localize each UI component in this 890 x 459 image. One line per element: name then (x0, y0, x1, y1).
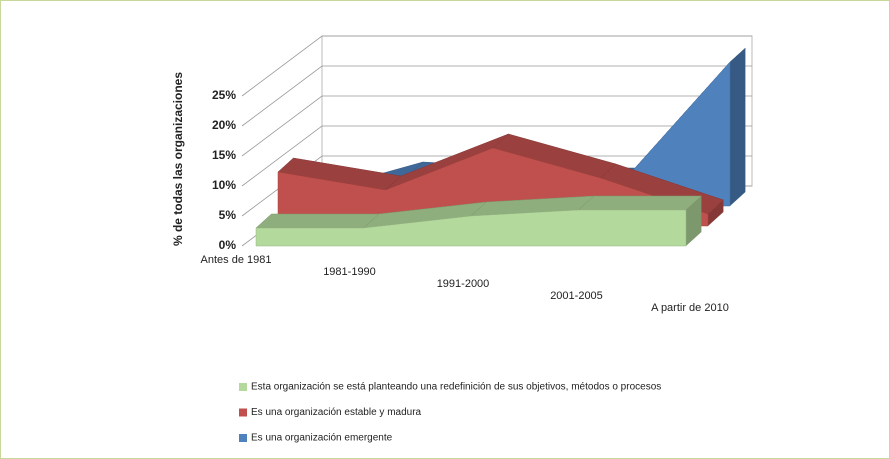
y-axis-label: % de todas las organizaciones (171, 72, 185, 246)
legend-swatch (239, 383, 247, 391)
x-tick-label: Antes de 1981 (201, 254, 272, 266)
y-tick-label: 15% (212, 148, 236, 162)
y-tick-label: 5% (219, 208, 237, 222)
x-tick-label: 2001-2005 (550, 290, 603, 302)
grid-line (241, 125, 752, 187)
x-tick-label: A partir de 2010 (651, 302, 729, 314)
area-side (730, 48, 746, 206)
grid-line (241, 65, 752, 127)
area-top (577, 195, 703, 211)
y-tick-label: 10% (212, 178, 236, 192)
y-tick-label: 25% (212, 88, 236, 102)
legend-label: Es una organización emergente (251, 433, 393, 444)
area (255, 209, 687, 247)
area-side (708, 200, 724, 226)
legend-label: Esta organización se está planteando una… (251, 382, 661, 393)
x-tick-label: 1981-1990 (323, 266, 376, 278)
area-side (686, 196, 702, 246)
y-tick-label: 20% (212, 118, 236, 132)
grid-line (241, 35, 752, 97)
grid-line (241, 155, 752, 217)
legend-label: Es una organización estable y madura (251, 407, 422, 418)
area-top (255, 213, 380, 229)
grid-line (241, 95, 752, 157)
legend-swatch (239, 408, 247, 417)
x-tick-label: 1991-2000 (437, 278, 490, 290)
legend-swatch (239, 434, 247, 442)
y-tick-label: 0% (219, 238, 237, 252)
